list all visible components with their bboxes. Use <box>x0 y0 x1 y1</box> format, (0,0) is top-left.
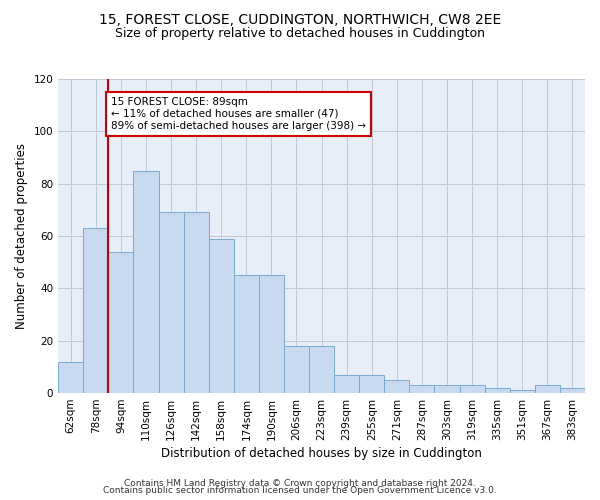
Text: Size of property relative to detached houses in Cuddington: Size of property relative to detached ho… <box>115 28 485 40</box>
Text: 15 FOREST CLOSE: 89sqm
← 11% of detached houses are smaller (47)
89% of semi-det: 15 FOREST CLOSE: 89sqm ← 11% of detached… <box>111 98 366 130</box>
Bar <box>158 212 184 393</box>
Bar <box>510 390 535 393</box>
Bar <box>409 385 434 393</box>
X-axis label: Distribution of detached houses by size in Cuddington: Distribution of detached houses by size … <box>161 447 482 460</box>
Bar <box>560 388 585 393</box>
Bar <box>83 228 109 393</box>
Text: Contains public sector information licensed under the Open Government Licence v3: Contains public sector information licen… <box>103 486 497 495</box>
Bar <box>535 385 560 393</box>
Bar <box>234 276 259 393</box>
Bar <box>385 380 409 393</box>
Text: Contains HM Land Registry data © Crown copyright and database right 2024.: Contains HM Land Registry data © Crown c… <box>124 478 476 488</box>
Bar <box>434 385 460 393</box>
Bar <box>58 362 83 393</box>
Bar <box>460 385 485 393</box>
Bar <box>209 238 234 393</box>
Bar <box>184 212 209 393</box>
Bar <box>334 374 359 393</box>
Bar <box>284 346 309 393</box>
Bar <box>485 388 510 393</box>
Y-axis label: Number of detached properties: Number of detached properties <box>15 143 28 329</box>
Bar <box>359 374 385 393</box>
Bar <box>259 276 284 393</box>
Bar <box>309 346 334 393</box>
Bar <box>109 252 133 393</box>
Text: 15, FOREST CLOSE, CUDDINGTON, NORTHWICH, CW8 2EE: 15, FOREST CLOSE, CUDDINGTON, NORTHWICH,… <box>99 12 501 26</box>
Bar <box>133 170 158 393</box>
